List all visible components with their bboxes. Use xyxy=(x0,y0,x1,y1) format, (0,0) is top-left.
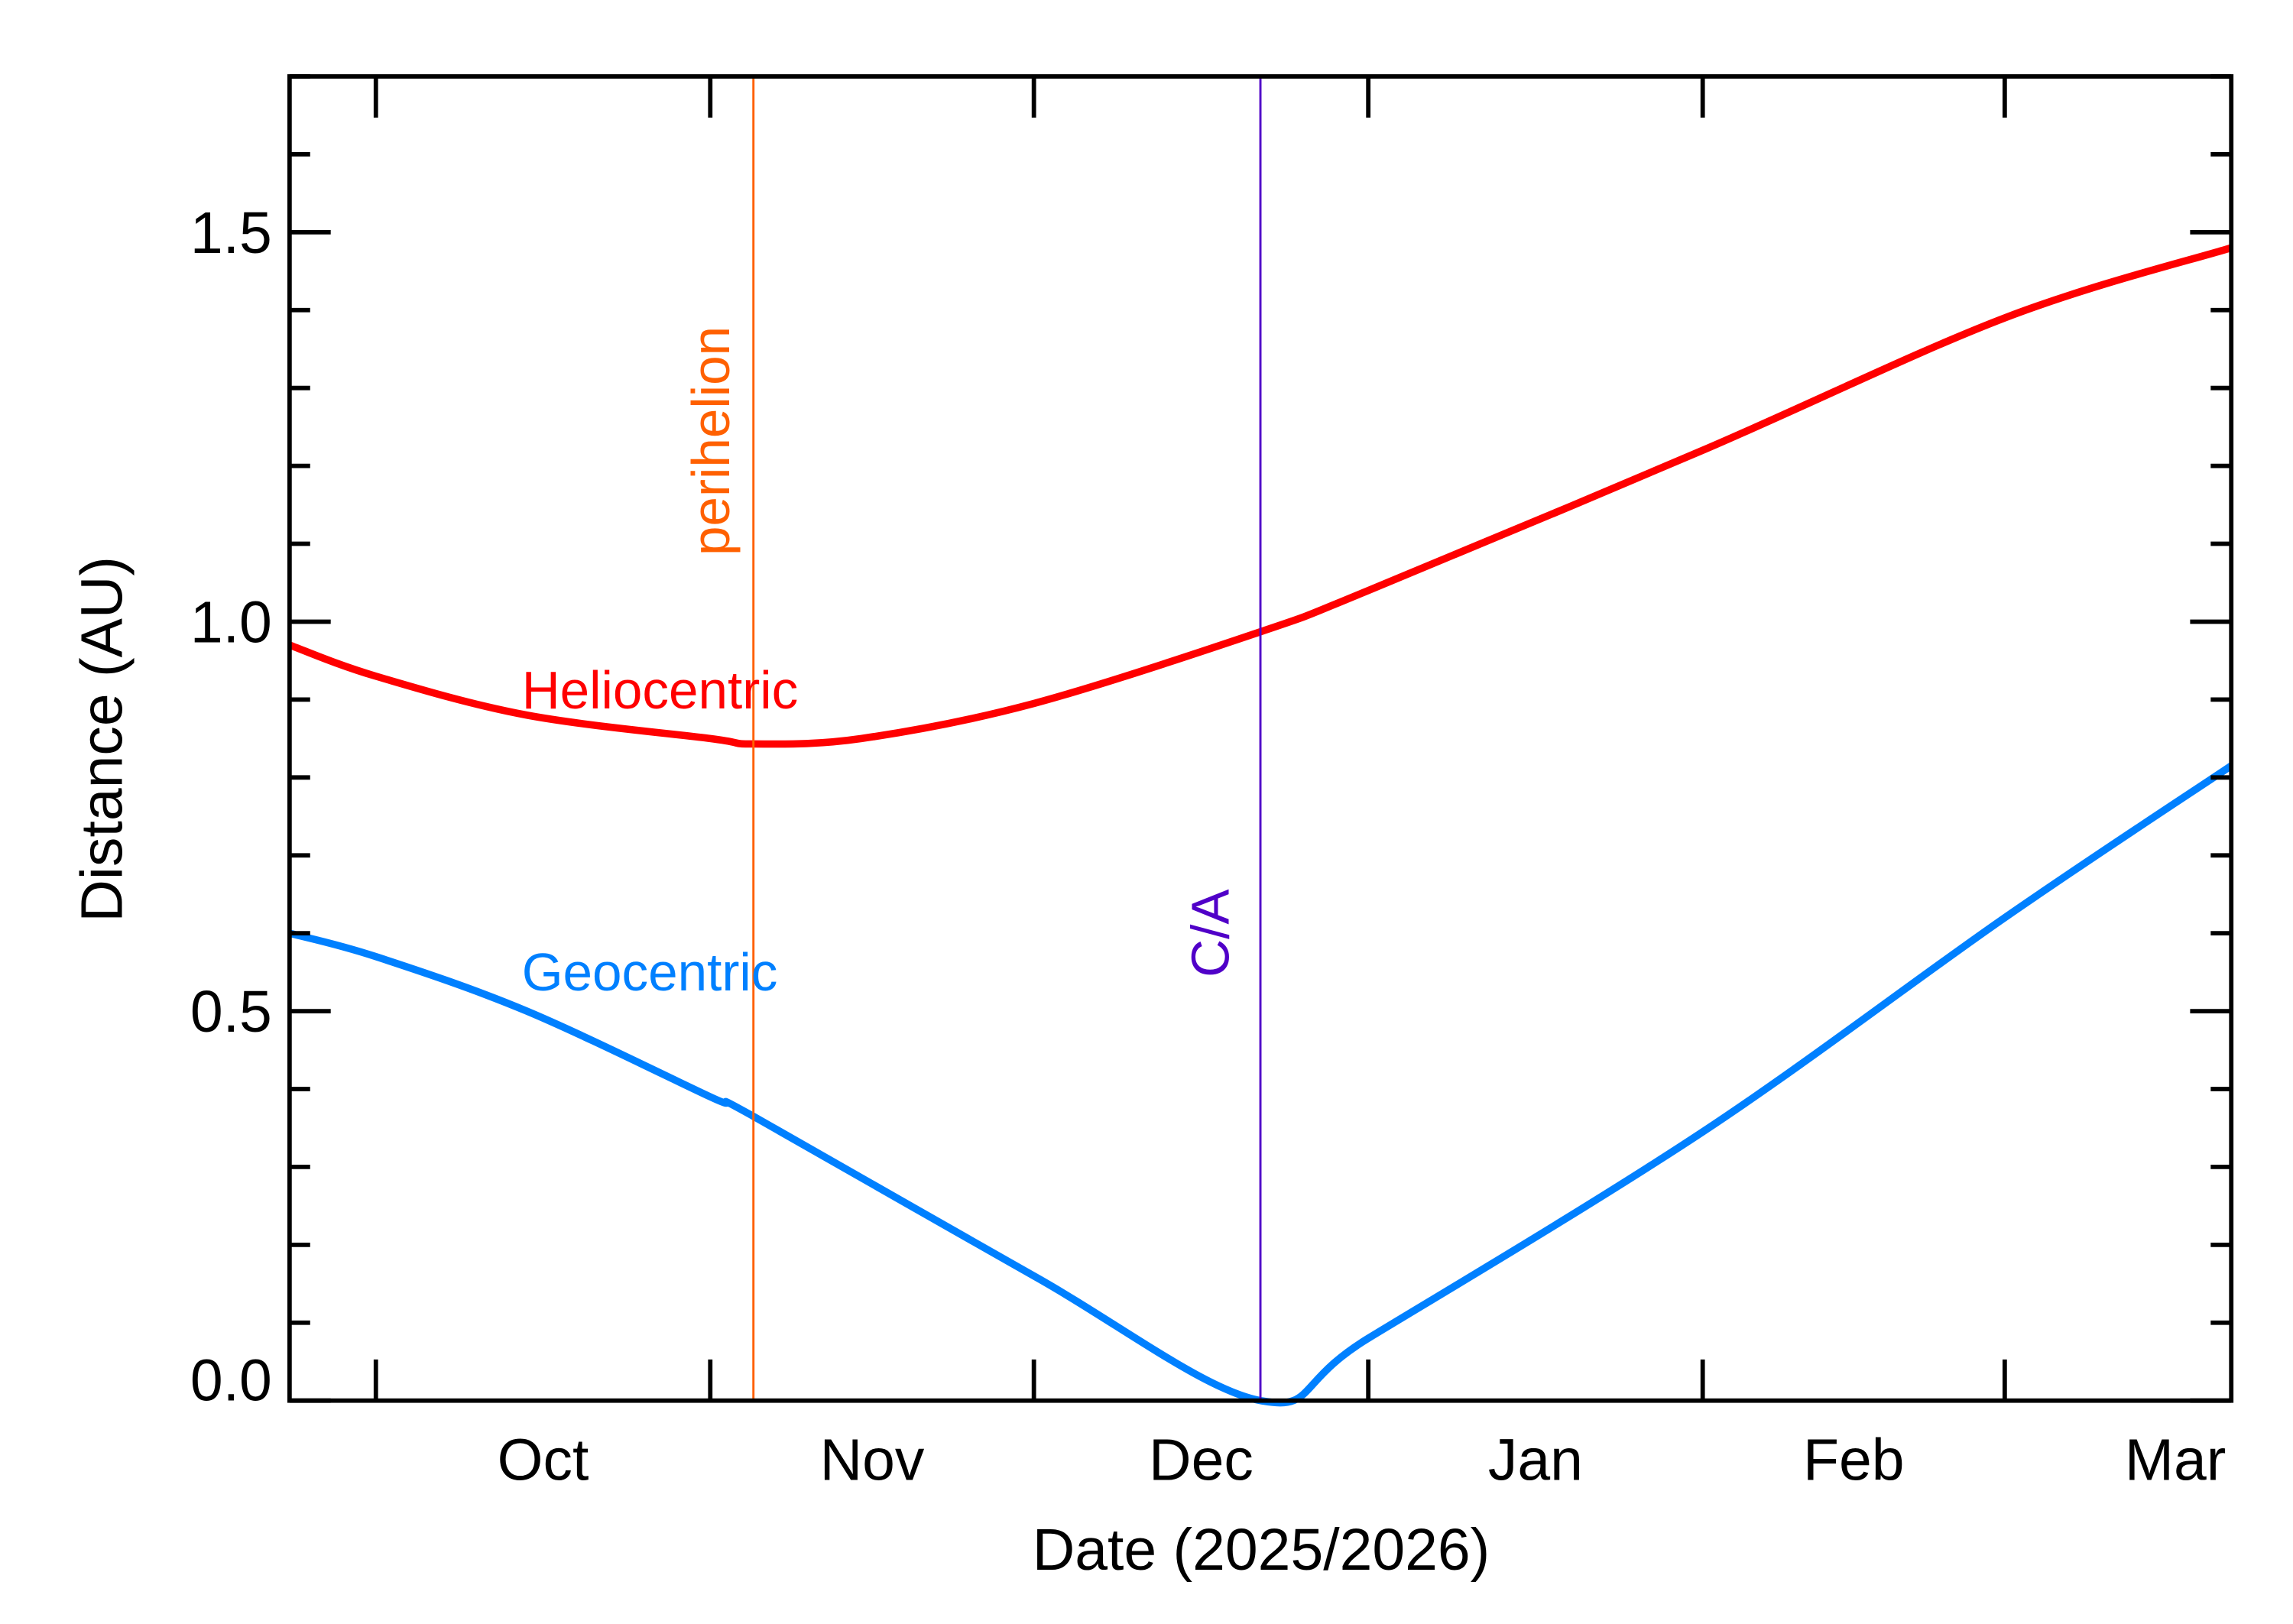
annotation-layer xyxy=(752,76,1262,1401)
series-line-geocentric xyxy=(288,763,2233,1407)
series-line-heliocentric xyxy=(288,244,2233,748)
x-tick-label: Oct xyxy=(498,1428,589,1493)
y-tick-label: 1.0 xyxy=(190,589,272,655)
tick-layer: Oct Nov Dec Jan Feb Mar 0.0 0.5 1.0 1.5 xyxy=(190,74,2232,1493)
y-axis-label: Distance (AU) xyxy=(70,556,135,922)
series-layer xyxy=(288,244,2233,1407)
y-tick-label: 0.5 xyxy=(190,979,272,1045)
y-tick-label: 0.0 xyxy=(190,1348,272,1414)
x-tick-label: Jan xyxy=(1488,1428,1583,1493)
x-tick-label: Feb xyxy=(1803,1428,1905,1493)
series-label-geocentric: Geocentric xyxy=(522,942,778,1002)
y-tick-label: 1.5 xyxy=(190,200,272,266)
x-tick-label: Dec xyxy=(1149,1428,1254,1493)
annotation-label-ca: C/A xyxy=(1181,889,1241,977)
x-axis-label: Date (2025/2026) xyxy=(1033,1517,1490,1583)
x-tick-label: Mar xyxy=(2125,1428,2226,1493)
plot-frame xyxy=(287,74,2234,1403)
series-label-heliocentric: Heliocentric xyxy=(522,660,799,720)
annotation-label-perihelion: perihelion xyxy=(681,326,741,556)
x-tick-label: Nov xyxy=(820,1428,925,1493)
